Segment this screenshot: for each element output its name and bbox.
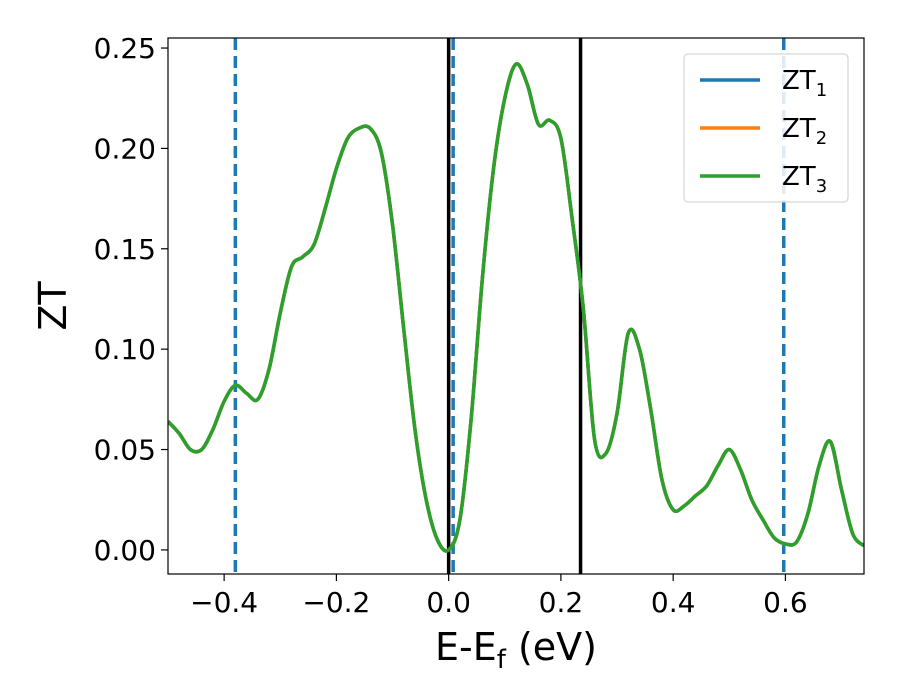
y-tick-label: 0.10 xyxy=(94,333,156,366)
y-tick-label: 0.20 xyxy=(94,132,156,165)
x-tick-label: −0.2 xyxy=(302,586,370,619)
y-tick-label: 0.00 xyxy=(94,534,156,567)
y-tick-label: 0.25 xyxy=(94,32,156,65)
legend-label-zt1: ZT1 xyxy=(782,66,827,101)
x-tick-label: 0.2 xyxy=(539,586,584,619)
series-lines xyxy=(168,62,864,553)
series-line-zt3 xyxy=(168,62,864,553)
legend: ZT1 ZT2 ZT3 xyxy=(683,53,849,203)
y-tick-label: 0.15 xyxy=(94,233,156,266)
x-axis-ticks: −0.4 −0.2 0.0 0.2 0.4 0.6 xyxy=(190,574,808,619)
y-axis-ticks: 0.00 0.05 0.10 0.15 0.20 0.25 xyxy=(94,32,168,567)
x-tick-label: 0.4 xyxy=(651,586,696,619)
legend-box xyxy=(683,53,849,203)
plot-frame xyxy=(167,37,865,575)
legend-label-zt3: ZT3 xyxy=(782,162,827,197)
x-tick-label: 0.0 xyxy=(426,586,471,619)
y-tick-label: 0.05 xyxy=(94,434,156,467)
x-axis-label: E-Ef (eV) xyxy=(435,625,597,675)
x-tick-label: −0.4 xyxy=(190,586,258,619)
legend-label-zt2: ZT2 xyxy=(782,114,827,149)
x-tick-label: 0.6 xyxy=(763,586,808,619)
vertical-reference-lines xyxy=(233,38,786,574)
legend-entries: ZT1 ZT2 ZT3 xyxy=(700,66,827,197)
y-axis-label: ZT xyxy=(31,281,75,331)
